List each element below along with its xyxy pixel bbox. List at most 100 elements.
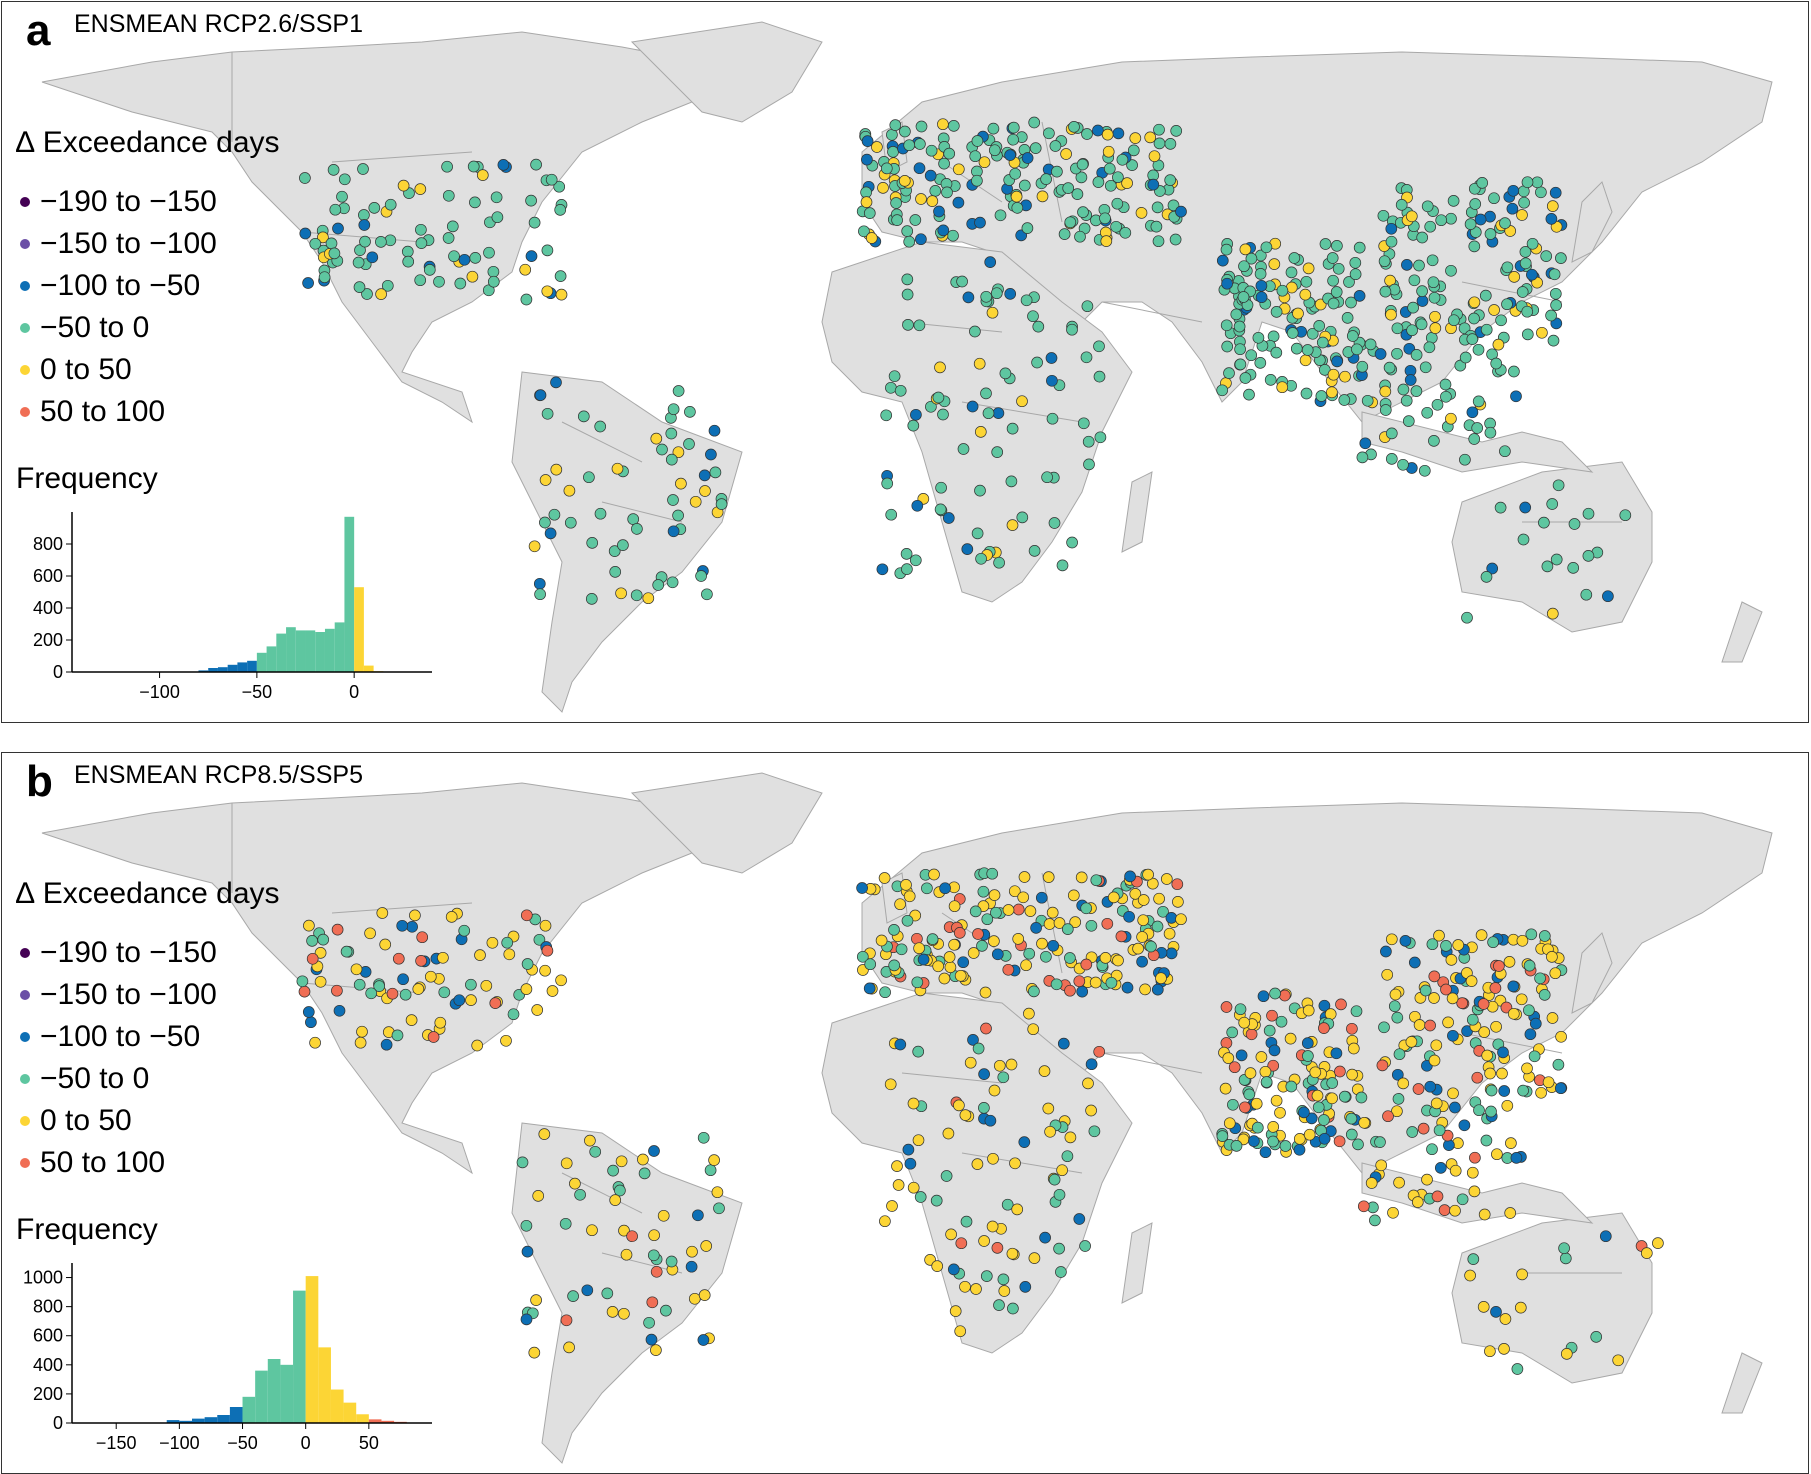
city-dot: [1124, 870, 1136, 883]
city-dot: [448, 250, 460, 263]
city-dot: [941, 186, 953, 199]
histogram-bar: [293, 1290, 306, 1423]
madagascar: [1121, 1222, 1153, 1304]
city-dot: [1542, 1076, 1555, 1089]
city-dot: [1042, 871, 1055, 883]
city-dot: [352, 256, 365, 269]
city-dot: [1043, 918, 1056, 930]
city-dot: [971, 135, 984, 147]
city-dot: [1481, 1049, 1494, 1062]
city-dot: [589, 1145, 602, 1158]
city-dot: [1219, 1082, 1232, 1095]
city-dot: [1041, 471, 1053, 484]
city-dot: [1058, 228, 1071, 240]
city-dot: [881, 477, 894, 490]
city-dot: [1501, 261, 1514, 274]
city-dot: [1288, 252, 1301, 264]
city-dot: [1488, 304, 1500, 316]
city-dot: [1056, 559, 1069, 572]
city-dot: [1447, 195, 1460, 207]
city-dot: [528, 216, 541, 229]
city-dot: [686, 1245, 698, 1258]
city-dot: [480, 979, 493, 992]
city-dot: [1170, 125, 1183, 137]
city-dot: [1478, 1026, 1491, 1038]
city-dot: [1085, 1058, 1098, 1071]
city-dot: [541, 244, 554, 257]
city-dot: [1383, 361, 1396, 374]
city-dot: [990, 287, 1003, 300]
legend-label: −100 to −50: [40, 269, 201, 302]
city-dot: [1006, 519, 1019, 531]
legend-label: 0 to 50: [40, 1104, 132, 1137]
city-dot: [1347, 1042, 1360, 1055]
city-dot: [991, 948, 1004, 961]
city-dot: [688, 1292, 701, 1305]
city-dot: [375, 236, 387, 248]
city-dot: [986, 306, 999, 319]
city-dot: [1385, 222, 1398, 235]
city-dot: [487, 275, 500, 288]
city-dot: [858, 225, 870, 238]
city-dot: [1440, 390, 1452, 403]
city-dot: [1408, 274, 1421, 287]
city-dot: [966, 400, 979, 413]
city-dot: [381, 279, 394, 292]
city-dot: [911, 499, 924, 512]
city-dot: [338, 173, 351, 186]
city-dot: [991, 1242, 1004, 1254]
city-dot: [1454, 359, 1467, 372]
city-dot: [1521, 176, 1534, 189]
city-dot: [1469, 198, 1482, 210]
city-dot: [1479, 289, 1492, 302]
city-dot: [465, 978, 477, 991]
city-dot: [974, 216, 986, 229]
city-dot: [482, 284, 495, 297]
city-dot: [567, 1290, 579, 1302]
city-dot: [1245, 349, 1258, 362]
city-dot: [1478, 1208, 1491, 1221]
city-dot: [503, 948, 516, 961]
city-dot: [1424, 1080, 1437, 1093]
city-dot: [1092, 176, 1105, 188]
city-dot: [925, 400, 937, 413]
city-dot: [1081, 128, 1093, 140]
city-dot: [423, 264, 436, 276]
city-dot: [331, 923, 344, 936]
city-dot: [972, 928, 984, 940]
city-dot: [1379, 385, 1392, 398]
city-dot: [1267, 1059, 1280, 1072]
city-dot: [988, 144, 1001, 157]
city-dot: [1259, 1146, 1272, 1159]
city-dot: [586, 1224, 598, 1237]
city-dot: [1549, 186, 1562, 199]
city-dot: [1485, 1084, 1498, 1097]
city-dot: [1428, 435, 1440, 447]
city-dot: [1429, 322, 1442, 334]
city-dot: [943, 951, 956, 963]
city-dot: [987, 122, 1000, 135]
city-dot: [915, 233, 927, 246]
city-dot: [1361, 394, 1374, 407]
city-dot: [1393, 1176, 1405, 1189]
city-dot: [412, 983, 425, 995]
city-dot: [1466, 1166, 1479, 1179]
histogram-bar: [192, 1418, 205, 1423]
city-dot: [1132, 942, 1144, 955]
city-dot: [1338, 394, 1351, 406]
city-dot: [1007, 133, 1019, 146]
city-dot: [585, 593, 598, 605]
city-dot: [1164, 174, 1177, 186]
city-dot: [960, 1215, 973, 1228]
city-dot: [1417, 1122, 1430, 1135]
histogram-bar: [198, 670, 209, 672]
city-dot: [1330, 286, 1343, 298]
city-dot: [1004, 288, 1017, 300]
city-dot: [1332, 262, 1345, 275]
city-dot: [1298, 1106, 1310, 1119]
city-dot: [959, 1280, 971, 1293]
city-dot: [414, 274, 427, 287]
city-dot: [708, 424, 721, 437]
city-dot: [1500, 1001, 1513, 1014]
city-dot: [1255, 279, 1268, 292]
